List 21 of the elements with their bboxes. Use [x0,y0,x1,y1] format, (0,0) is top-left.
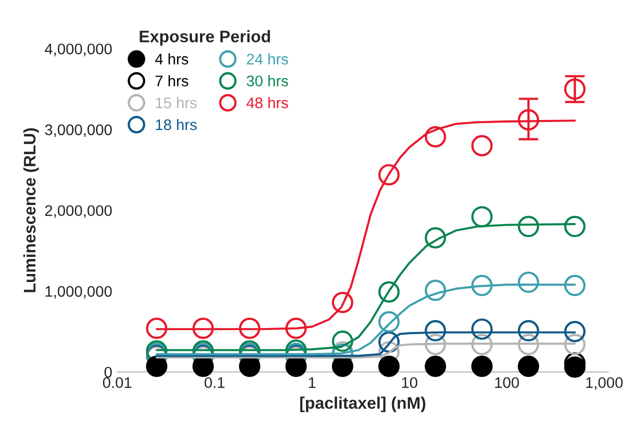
x-tick-label: 10 [402,377,418,388]
x-axis-title: [paclitaxel] (nM) [300,396,426,412]
legend-label: 48 hrs [246,97,288,108]
legend-title: Exposure Period [140,30,270,46]
y-tick-label: 4,000,000 [44,44,112,56]
y-axis-title: Luminescence (RLU) [23,128,39,292]
x-tick-label: 100 [495,377,519,388]
legend-label: 4 hrs [155,53,188,65]
y-tick-label: 3,000,000 [45,124,112,138]
x-tick-label: 0.01 [102,377,132,388]
y-tick-label: 0 [104,366,112,378]
x-tick-label: 1 [308,377,316,388]
y-tick-label: 2,000,000 [45,205,112,218]
legend-label: 30 hrs [246,75,288,86]
x-tick-label: 1,000 [586,377,623,390]
legend-label: 7 hrs [156,75,188,86]
x-tick-label: 0.1 [204,377,225,388]
legend-label: 24 hrs [246,53,288,65]
y-tick-label: 1,000,000 [46,286,112,299]
legend-label: 15 hrs [156,97,197,108]
legend-label: 18 hrs [156,118,197,130]
